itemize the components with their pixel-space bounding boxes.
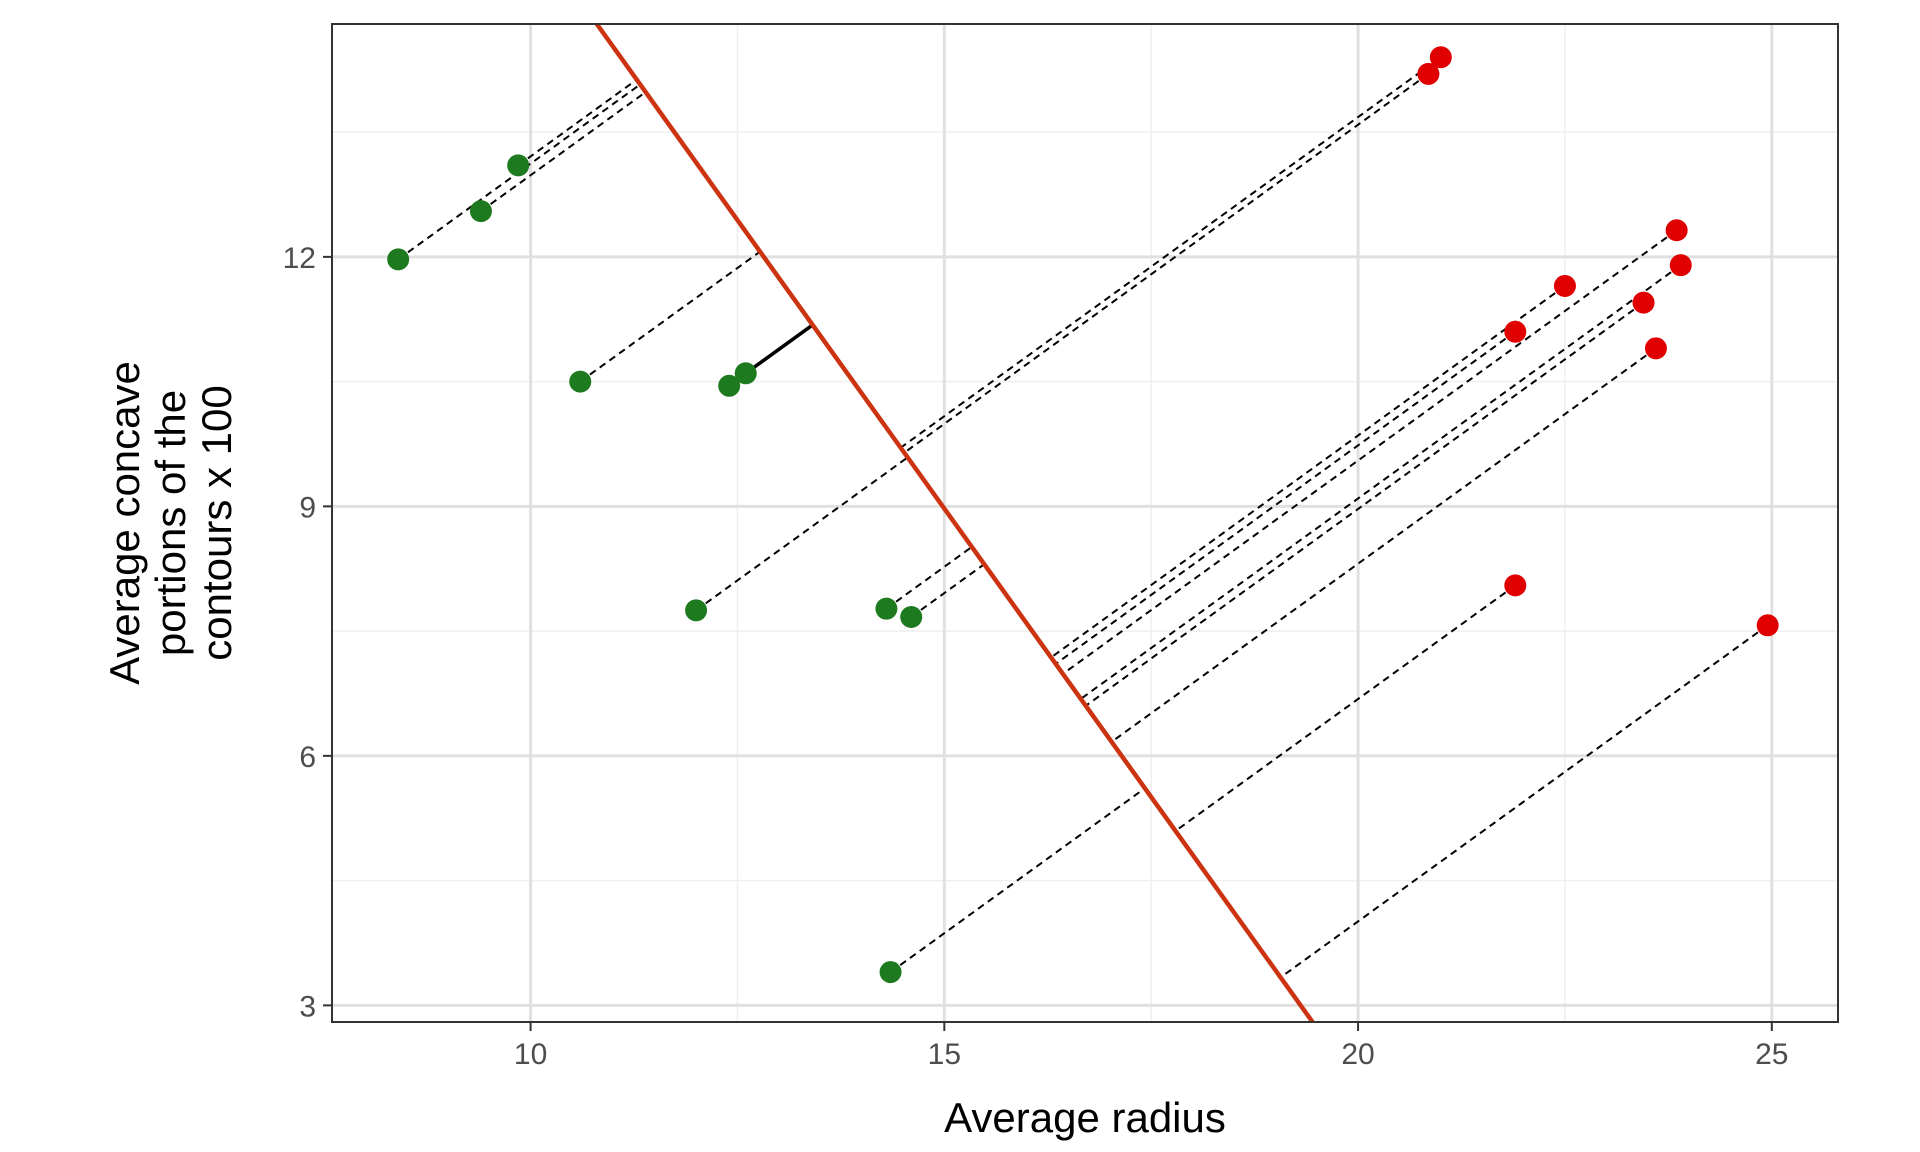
point-class-b [1756, 614, 1779, 637]
projection-line [1085, 301, 1645, 707]
point-class-a [569, 370, 592, 393]
point-class-a [507, 154, 530, 177]
point-class-a [718, 374, 741, 397]
y-axis-title-line: portions of the [147, 390, 194, 656]
projection-line [480, 91, 647, 212]
point-class-b [1665, 219, 1688, 242]
x-axis-title: Average radius [944, 1094, 1226, 1141]
point-class-b [1504, 574, 1527, 597]
x-axis: 10 15 20 25 [514, 1022, 1788, 1071]
panel-border [331, 23, 1839, 1023]
point-class-b [1417, 62, 1440, 85]
y-axis-title: Average concave portions of the contours x… [101, 361, 240, 685]
projection-line [900, 56, 1442, 449]
y-tick-label: 3 [299, 990, 316, 1023]
y-tick-label: 6 [299, 741, 316, 774]
x-tick-label: 15 [928, 1038, 961, 1071]
point-class-b [1429, 46, 1452, 69]
x-tick-label: 20 [1341, 1038, 1374, 1071]
projection-line [1279, 624, 1769, 979]
projection-line [517, 78, 638, 167]
projection-line [889, 787, 1146, 973]
point-class-b [1504, 320, 1527, 343]
point-class-a [900, 605, 923, 628]
data-points [387, 46, 1779, 984]
point-class-a [734, 362, 757, 385]
projection-line [1062, 229, 1678, 675]
point-class-b [1553, 274, 1576, 297]
projection-line-highlighted [744, 323, 814, 375]
projection-line [885, 546, 973, 610]
projection-line [1080, 264, 1682, 700]
x-tick-label: 25 [1755, 1038, 1788, 1071]
y-axis-title-line: Average concave [101, 361, 148, 685]
point-class-b [1644, 337, 1667, 360]
projection-lines [397, 56, 1769, 979]
projection-line [579, 250, 761, 383]
projection-line [1055, 330, 1516, 665]
point-class-a [879, 961, 902, 984]
decision-boundary-line [594, 24, 1315, 1022]
point-class-b [1669, 254, 1692, 277]
y-tick-label: 9 [299, 491, 316, 524]
projection-line [1111, 347, 1657, 743]
projection-line [695, 456, 909, 612]
point-class-a [875, 597, 898, 620]
point-class-a [387, 248, 410, 271]
y-axis: 3 6 9 12 [283, 242, 332, 1023]
y-tick-label: 12 [283, 242, 316, 275]
point-class-a [469, 200, 492, 223]
x-tick-label: 10 [514, 1038, 547, 1071]
decision-boundary-group [594, 24, 1315, 1022]
projection-line [1174, 584, 1516, 832]
point-class-b [1632, 291, 1655, 314]
projection-line [910, 563, 985, 618]
point-class-a [685, 599, 708, 622]
y-axis-title-line: contours x 100 [193, 385, 240, 661]
projection-line [1050, 285, 1566, 659]
